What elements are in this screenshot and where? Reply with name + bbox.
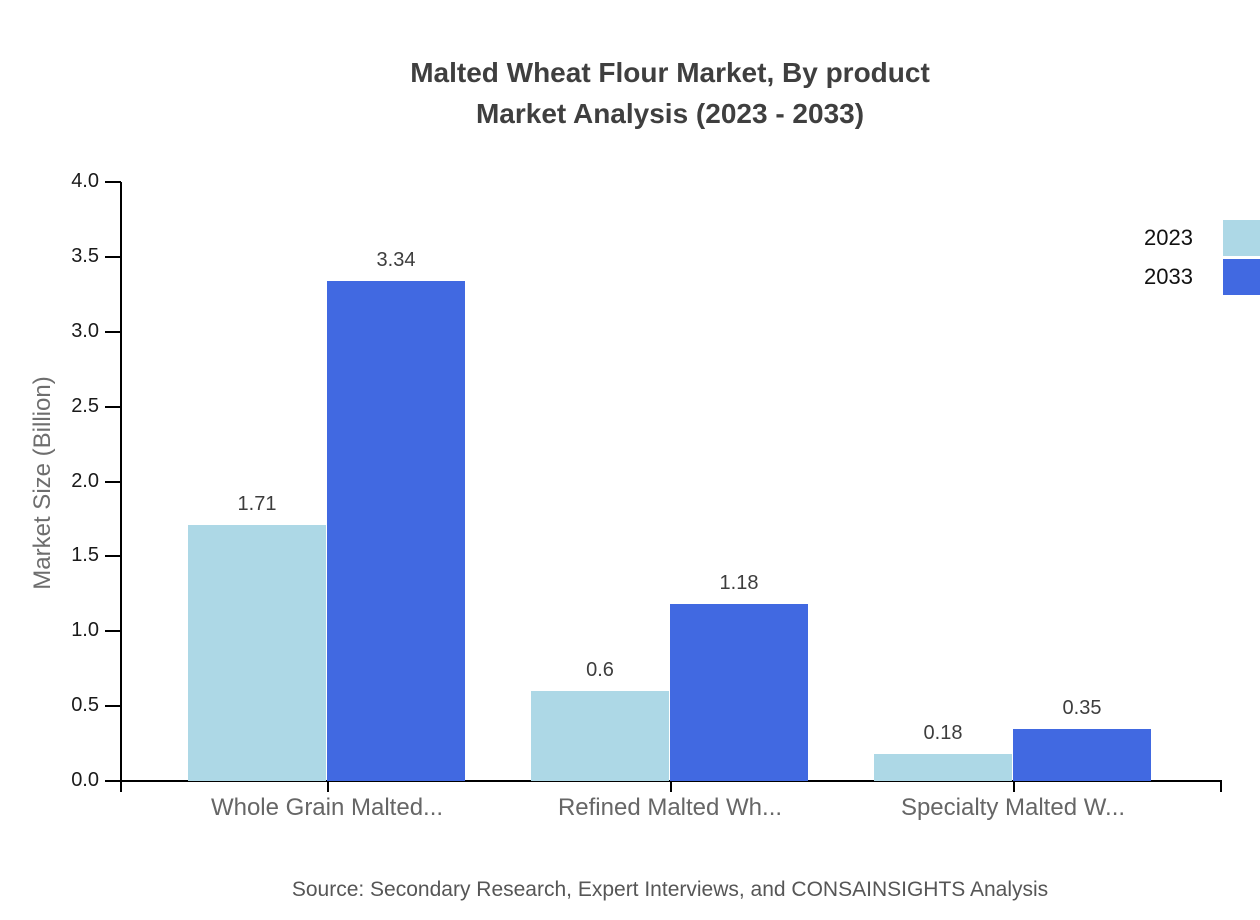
y-tick-mark xyxy=(105,181,121,183)
bar-2023-category-1 xyxy=(531,691,669,781)
bar-2033-category-2 xyxy=(1013,729,1151,781)
y-tick-mark xyxy=(105,255,121,258)
bar-2023-category-0 xyxy=(188,525,326,781)
x-tick-mark xyxy=(327,781,329,792)
y-tick-label: 3.0 xyxy=(71,319,99,342)
bar-2023-category-2 xyxy=(874,754,1012,781)
legend-swatch-2023 xyxy=(1223,220,1260,256)
y-tick-mark xyxy=(105,330,121,333)
bar-value-label: 0.6 xyxy=(586,659,614,681)
bar-value-label: 0.35 xyxy=(1062,697,1102,719)
chart-title-line2: Market Analysis (2023 - 2033) xyxy=(475,98,865,129)
bar-value-label: 1.71 xyxy=(237,493,277,515)
y-tick-label: 0.5 xyxy=(71,694,99,717)
y-tick-mark xyxy=(105,405,121,408)
y-tick-mark xyxy=(105,705,121,708)
y-tick-mark xyxy=(105,480,121,483)
y-tick-mark xyxy=(105,555,121,558)
y-tick-label: 2.5 xyxy=(71,394,99,417)
y-tick-label: 1.5 xyxy=(71,544,99,567)
y-tick-label: 4.0 xyxy=(71,170,99,192)
x-tick-mark xyxy=(120,781,122,792)
y-tick-label: 3.5 xyxy=(71,244,99,267)
category-label: Specialty Malted W... xyxy=(900,794,1126,821)
legend-label-2033: 2033 xyxy=(1144,264,1193,289)
x-tick-mark xyxy=(1013,781,1015,792)
bar-value-label: 0.18 xyxy=(923,722,963,744)
chart-title-line1: Malted Wheat Flour Market, By product xyxy=(410,57,930,88)
y-tick-label: 2.0 xyxy=(71,469,99,492)
chart-title: Malted Wheat Flour Market, By product Mar… xyxy=(80,52,1260,134)
x-tick-mark xyxy=(1220,781,1222,792)
bar-2033-category-0 xyxy=(327,281,465,781)
x-tick-mark xyxy=(670,781,672,792)
legend-swatch-2033 xyxy=(1223,259,1260,295)
bar-value-label: 1.18 xyxy=(719,572,759,594)
legend-label-2023: 2023 xyxy=(1144,225,1193,250)
y-tick-mark xyxy=(105,630,121,633)
bar-2033-category-1 xyxy=(670,604,808,781)
y-tick-label: 0.0 xyxy=(71,769,99,791)
y-tick-label: 1.0 xyxy=(71,619,99,642)
y-axis-line xyxy=(120,182,122,791)
bar-value-label: 3.34 xyxy=(376,249,416,271)
source-note: Source: Secondary Research, Expert Inter… xyxy=(291,878,1049,901)
y-tick-mark xyxy=(105,780,121,782)
category-label: Refined Malted Wh... xyxy=(557,794,783,821)
category-label: Whole Grain Malted... xyxy=(210,794,444,821)
